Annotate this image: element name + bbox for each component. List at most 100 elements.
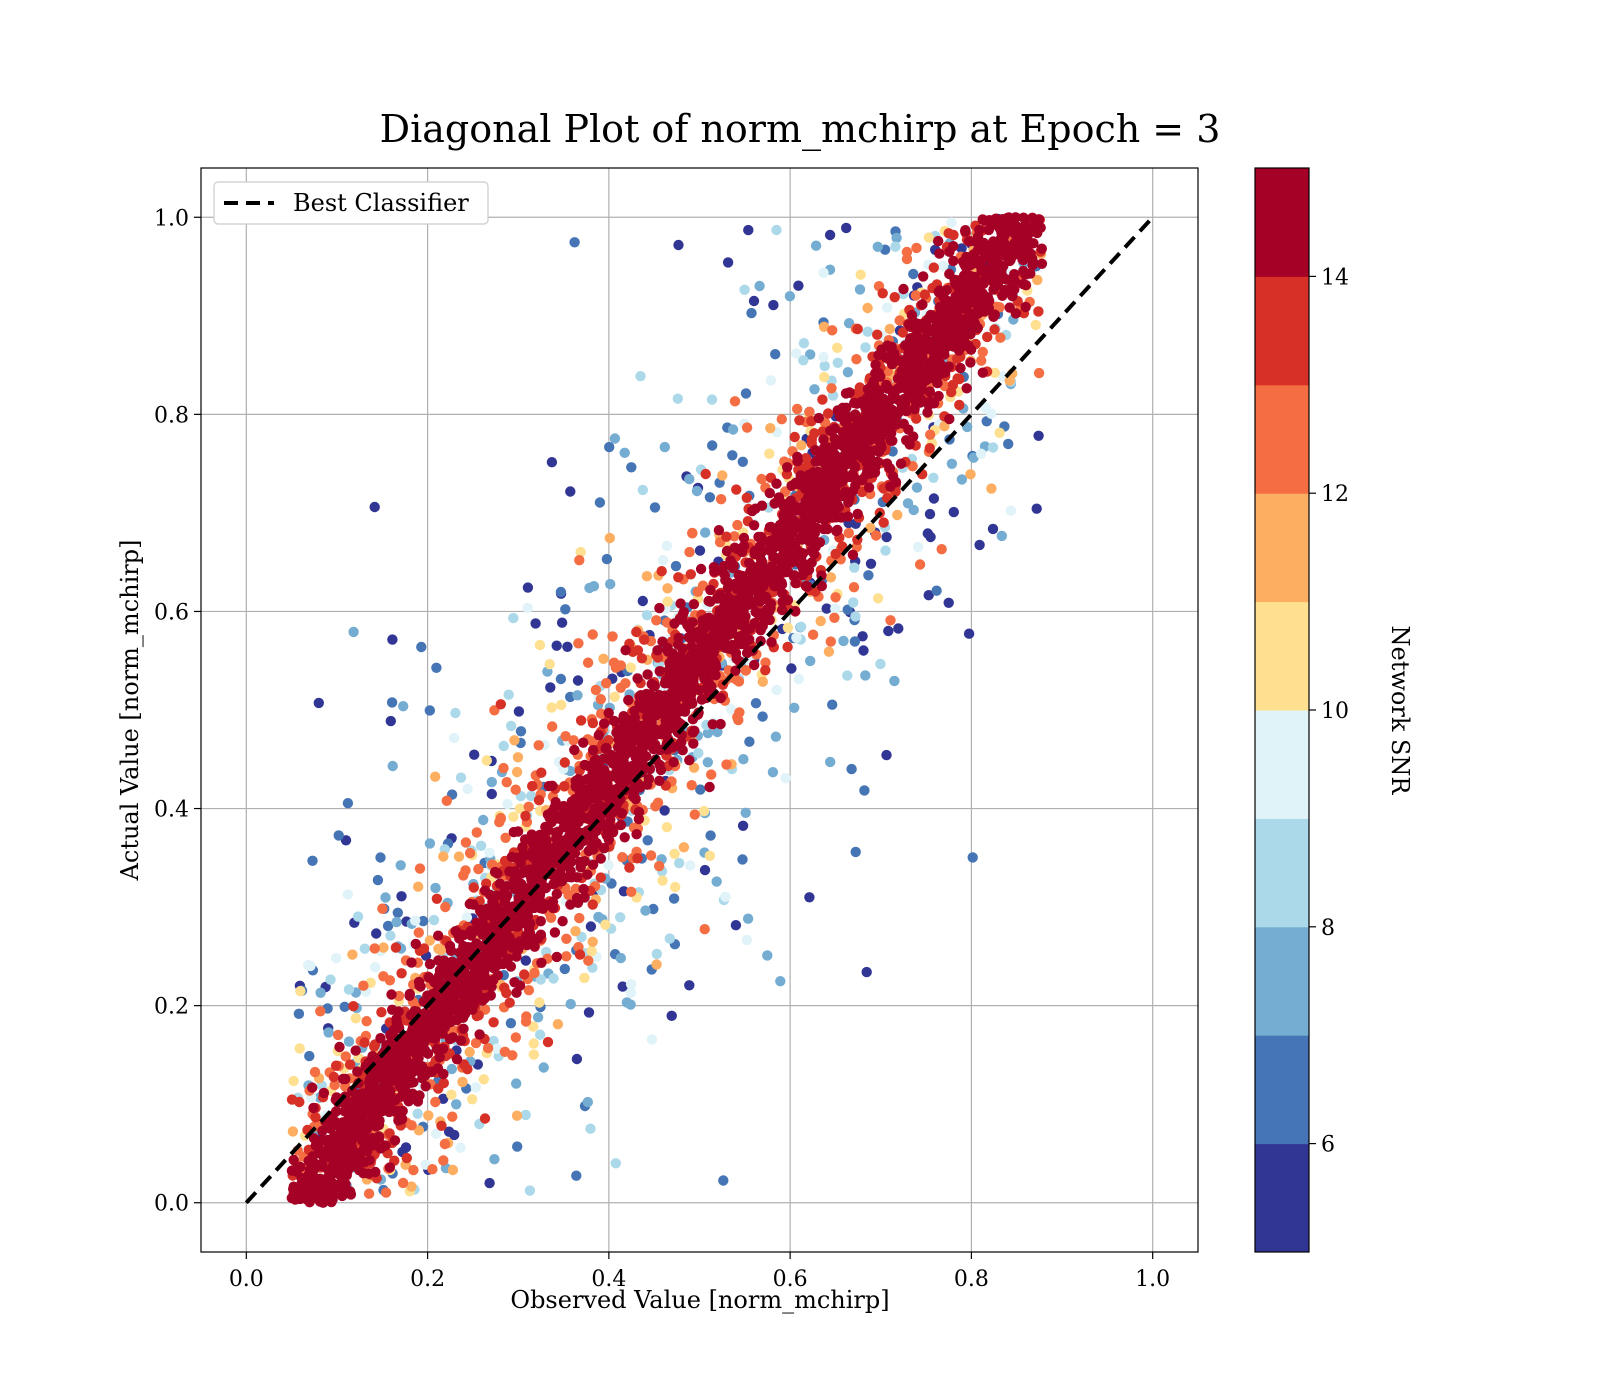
scatter-point xyxy=(705,830,716,841)
scatter-point xyxy=(294,1096,305,1108)
scatter-point xyxy=(894,355,905,366)
scatter-point xyxy=(499,982,510,993)
scatter-point xyxy=(933,390,944,402)
scatter-point xyxy=(721,759,732,770)
scatter-point xyxy=(948,506,959,518)
scatter-point xyxy=(380,892,391,903)
scatter-point xyxy=(704,492,716,503)
scatter-point xyxy=(523,923,535,934)
scatter-point xyxy=(656,566,667,577)
scatter-point xyxy=(535,858,546,869)
scatter-point xyxy=(318,1087,330,1099)
scatter-point xyxy=(800,453,812,464)
scatter-point xyxy=(873,350,884,361)
scatter-point xyxy=(479,1113,491,1124)
scatter-point xyxy=(615,912,626,923)
scatter-point xyxy=(620,645,631,656)
scatter-point xyxy=(549,927,561,938)
scatter-point xyxy=(544,854,556,865)
scatter-point xyxy=(502,798,513,810)
scatter-point xyxy=(911,413,922,424)
scatter-point xyxy=(630,779,641,790)
scatter-point xyxy=(346,1135,357,1146)
scatter-point xyxy=(1033,306,1044,317)
scatter-point xyxy=(739,639,750,650)
scatter-point xyxy=(717,566,728,577)
scatter-point xyxy=(684,546,695,558)
scatter-point xyxy=(944,413,955,425)
scatter-point xyxy=(444,1033,456,1045)
scatter-point xyxy=(398,1043,409,1055)
scatter-point xyxy=(545,682,556,693)
scatter-point xyxy=(449,962,460,973)
scatter-point xyxy=(829,612,840,623)
scatter-point xyxy=(429,1020,440,1031)
scatter-point xyxy=(842,604,853,615)
scatter-point xyxy=(1032,274,1043,286)
scatter-point xyxy=(396,891,407,902)
scatter-point xyxy=(454,975,465,986)
scatter-point xyxy=(833,435,844,447)
scatter-point xyxy=(764,522,776,533)
scatter-point xyxy=(625,999,636,1010)
scatter-point xyxy=(855,417,866,428)
scatter-point xyxy=(451,1014,463,1026)
scatter-point xyxy=(733,714,744,726)
scatter-point xyxy=(373,1119,385,1131)
scatter-point xyxy=(681,661,692,672)
scatter-point xyxy=(451,1099,462,1110)
scatter-point xyxy=(786,480,797,491)
scatter-point xyxy=(908,336,919,348)
scatter-point xyxy=(413,1042,424,1053)
scatter-point xyxy=(810,240,822,251)
scatter-point xyxy=(908,431,919,442)
scatter-point xyxy=(946,217,957,228)
scatter-point xyxy=(578,737,589,748)
scatter-point xyxy=(359,943,370,954)
scatter-point xyxy=(530,867,541,879)
scatter-point xyxy=(363,1188,375,1199)
scatter-point xyxy=(882,396,893,407)
scatter-point xyxy=(794,415,805,426)
scatter-point xyxy=(849,636,861,647)
scatter-point xyxy=(478,814,489,826)
scatter-point xyxy=(515,726,527,737)
scatter-point xyxy=(872,593,884,604)
scatter-point xyxy=(358,980,369,991)
scatter-point xyxy=(522,582,534,593)
scatter-point xyxy=(666,655,677,667)
scatter-point xyxy=(564,830,575,841)
scatter-point xyxy=(477,995,488,1006)
scatter-point xyxy=(637,595,648,607)
scatter-point xyxy=(370,962,381,973)
scatter-point xyxy=(723,640,734,651)
scatter-point xyxy=(977,346,988,358)
scatter-point xyxy=(633,813,645,825)
scatter-point xyxy=(704,850,716,861)
scatter-point xyxy=(757,676,768,687)
scatter-point xyxy=(967,852,978,863)
scatter-point xyxy=(886,347,897,358)
scatter-point xyxy=(949,318,961,329)
scatter-point xyxy=(807,629,819,640)
scatter-point xyxy=(924,386,935,397)
scatter-point xyxy=(981,303,992,314)
scatter-point xyxy=(798,558,809,569)
scatter-point xyxy=(330,1106,342,1117)
scatter-point xyxy=(533,795,545,806)
scatter-point xyxy=(484,1177,495,1189)
scatter-point xyxy=(905,382,916,393)
scatter-point xyxy=(911,242,922,254)
scatter-point xyxy=(417,1073,428,1084)
scatter-point xyxy=(315,1006,326,1017)
scatter-point xyxy=(378,1074,389,1086)
scatter-point xyxy=(532,1012,544,1023)
scatter-point xyxy=(544,659,555,670)
scatter-point xyxy=(965,357,976,368)
scatter-point xyxy=(489,1154,500,1165)
scatter-point xyxy=(918,271,929,282)
scatter-point xyxy=(986,408,997,419)
scatter-point xyxy=(699,648,710,660)
scatter-point xyxy=(782,622,794,633)
scatter-point xyxy=(965,469,976,480)
